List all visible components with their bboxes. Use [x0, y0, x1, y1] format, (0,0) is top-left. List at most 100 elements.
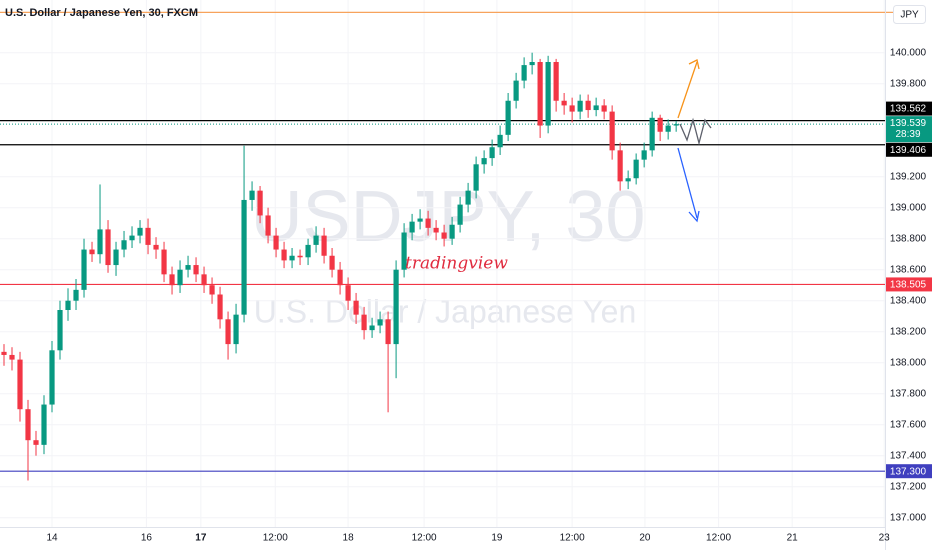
candle-body [25, 409, 31, 441]
candle-body [241, 199, 247, 315]
candle-body [537, 62, 543, 126]
candle-body [145, 227, 151, 245]
candle-body [361, 314, 367, 331]
candle-body [409, 221, 415, 233]
price-label-box [886, 101, 932, 116]
x-tick-label: 21 [787, 533, 799, 544]
horizontal-lines [0, 11, 893, 472]
candle-body [417, 218, 423, 222]
candle-body [57, 310, 63, 351]
candle-body [529, 62, 535, 66]
candle-body [329, 255, 335, 270]
time-axis: 14 16 17 12:00 18 12:00 19 12:00 20 12:00 21 23 [46, 533, 890, 544]
x-tick-label: 12:00 [412, 533, 437, 544]
candle-body [217, 294, 223, 320]
x-tick-label: 19 [491, 533, 503, 544]
candle-body [137, 227, 143, 236]
candle-body [169, 274, 175, 286]
watermark-description: U.S. Dollar / Japanese Yen [254, 293, 636, 329]
candle-body [369, 325, 375, 331]
y-tick-label: 139.800 [890, 78, 927, 89]
candle-body [553, 62, 559, 101]
candle-body [497, 134, 503, 148]
candle-body [657, 117, 663, 132]
x-tick-label: 18 [343, 533, 355, 544]
candle-body [1, 351, 7, 355]
y-tick-label: 139.200 [890, 171, 927, 182]
candle-body [505, 100, 511, 135]
candle-body [65, 300, 71, 310]
y-tick-label: 139.000 [890, 202, 927, 213]
candle-body [665, 125, 671, 132]
candle-body [73, 289, 79, 301]
candles [1, 52, 679, 481]
candle-body [41, 404, 47, 445]
candle-body [49, 350, 55, 405]
y-tick-label: 140.000 [890, 47, 927, 58]
candle-body [425, 218, 431, 228]
candle-body [201, 274, 207, 286]
price-label-box [886, 142, 932, 157]
candle-body [585, 100, 591, 111]
currency-label[interactable]: JPY [900, 10, 919, 21]
candle-body [233, 314, 239, 345]
candle-body [457, 204, 463, 225]
candle-body [593, 105, 599, 111]
candle-body [177, 269, 183, 286]
candle-body [297, 255, 303, 258]
candle-body [105, 229, 111, 266]
candle-body [649, 117, 655, 151]
candle-body [385, 319, 391, 345]
candle-body [153, 244, 159, 250]
price-label: 137.300 [890, 466, 927, 477]
x-tick-label: 12:00 [263, 533, 288, 544]
x-tick-label: 12:00 [706, 533, 731, 544]
down-arrow [677, 147, 698, 219]
currency-button[interactable] [893, 5, 926, 24]
chart-title: U.S. Dollar / Japanese Yen, 30, FXCM [5, 7, 198, 19]
candle-body [473, 164, 479, 191]
candle-body [481, 158, 487, 165]
candle-body [121, 240, 127, 250]
y-tick-label: 138.800 [890, 233, 927, 244]
candle-body [193, 265, 199, 275]
candle-body [609, 111, 615, 151]
up-arrow-head [688, 59, 700, 70]
candle-body [489, 147, 495, 159]
zigzag-projection [679, 117, 712, 146]
candle-body [465, 190, 471, 205]
price-axis: 140.000 139.800 139.200 139.000 138.800 138.6… [890, 47, 927, 523]
candle-body [89, 249, 95, 255]
candle-body [33, 440, 39, 445]
candle-body [313, 235, 319, 245]
y-tick-label: 137.200 [890, 481, 927, 492]
last-price-label: 139.539 [890, 118, 927, 129]
candle-body [265, 215, 271, 236]
candle-body [393, 269, 399, 345]
candle-body [673, 124, 679, 126]
candle-body [337, 269, 343, 286]
y-tick-label: 138.200 [890, 326, 927, 337]
up-arrow [677, 61, 698, 119]
candle-body [569, 105, 575, 112]
candle-body [273, 235, 279, 250]
y-tick-label: 138.600 [890, 264, 927, 275]
countdown-label: 28:39 [895, 129, 920, 140]
candle-body [257, 190, 263, 216]
y-tick-label: 137.600 [890, 419, 927, 430]
down-arrow-head [688, 210, 700, 223]
candle-body [617, 150, 623, 182]
x-tick-label: 17 [195, 533, 207, 544]
y-tick-label: 137.000 [890, 512, 927, 523]
candle-body [289, 255, 295, 261]
candle-body [513, 80, 519, 101]
candle-body [161, 249, 167, 275]
candle-body [225, 319, 231, 345]
price-label-box [886, 277, 932, 292]
candle-body [401, 232, 407, 270]
candle-body [377, 319, 383, 326]
